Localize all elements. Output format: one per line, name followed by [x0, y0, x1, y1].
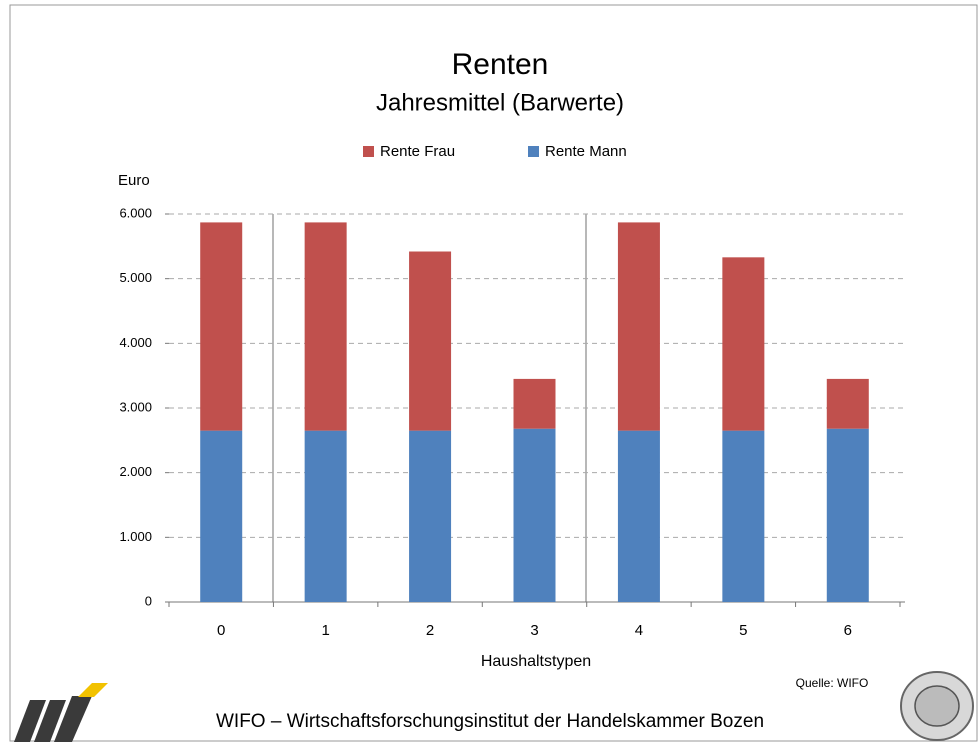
- x-tick-label: 5: [739, 622, 747, 639]
- legend-label: Rente Frau: [380, 143, 455, 160]
- bar-segment: [304, 222, 347, 431]
- bar-segment: [200, 430, 243, 602]
- x-tick-label: 2: [426, 622, 434, 639]
- chart-subtitle: Jahresmittel (Barwerte): [376, 89, 624, 116]
- bar-segment: [617, 222, 660, 431]
- bar-segment: [722, 430, 765, 602]
- bar-segment: [409, 430, 452, 602]
- chamber-seal: [900, 671, 974, 741]
- x-tick-label: 0: [217, 622, 225, 639]
- y-tick-label: 4.000: [119, 335, 152, 350]
- source: Quelle: WIFO: [796, 676, 869, 690]
- bar-segment: [200, 222, 243, 431]
- y-tick-label: 0: [145, 593, 152, 608]
- bar-segment: [617, 430, 660, 602]
- y-axis-label: Euro: [118, 172, 150, 189]
- bar-segment: [513, 378, 556, 429]
- bar-segment: [513, 428, 556, 602]
- slide-frame: [9, 4, 978, 742]
- chart-title: Renten: [452, 48, 549, 81]
- x-tick-label: 1: [321, 622, 329, 639]
- footer: WIFO – Wirtschaftsforschungsinstitut der…: [216, 711, 764, 732]
- bar-segment: [409, 251, 452, 431]
- legend-label: Rente Mann: [545, 143, 627, 160]
- bar-segment: [722, 257, 765, 431]
- legend-swatch: [363, 146, 374, 157]
- x-tick-label: 4: [635, 622, 643, 639]
- x-tick-label: 3: [530, 622, 538, 639]
- wifo-logo: [14, 683, 108, 742]
- y-tick-label: 2.000: [119, 464, 152, 479]
- bar-segment: [304, 430, 347, 602]
- x-tick-label: 6: [844, 622, 852, 639]
- y-tick-label: 6.000: [119, 205, 152, 220]
- legend-swatch: [528, 146, 539, 157]
- y-tick-label: 1.000: [119, 529, 152, 544]
- bar-segment: [826, 428, 869, 602]
- y-tick-label: 5.000: [119, 270, 152, 285]
- bar-segment: [826, 378, 869, 429]
- x-axis-label: Haushaltstypen: [481, 653, 591, 670]
- y-tick-label: 3.000: [119, 399, 152, 414]
